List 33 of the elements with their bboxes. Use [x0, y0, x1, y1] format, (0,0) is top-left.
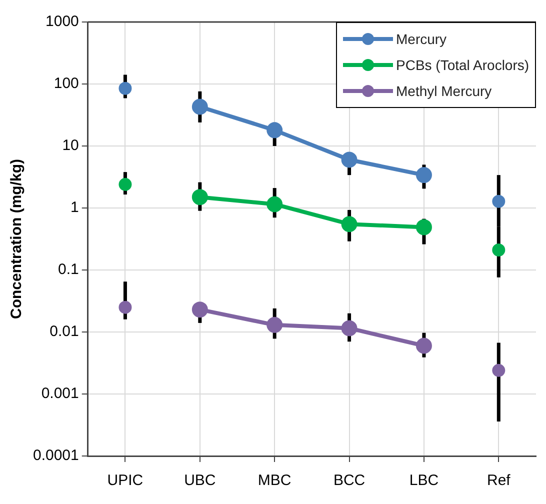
point — [192, 189, 208, 206]
point — [416, 219, 432, 236]
x-tick-label: BCC — [333, 472, 366, 490]
y-tick-label: 0.0001 — [32, 447, 79, 464]
y-tick-label: 10 — [62, 137, 79, 154]
y-tick-label: 0.01 — [50, 323, 79, 340]
point — [416, 338, 432, 354]
y-tick-label: 0.1 — [58, 261, 79, 278]
point — [341, 216, 358, 232]
x-tick-label: Ref — [486, 472, 512, 490]
y-axis-title: Concentration (mg/kg) — [8, 159, 26, 319]
point — [266, 316, 283, 333]
point — [192, 98, 208, 115]
x-tick-label: MBC — [258, 472, 292, 490]
point — [341, 320, 358, 336]
y-tick-label: 1000 — [46, 13, 79, 30]
x-tick-label: UBC — [184, 472, 216, 490]
x-tick-label: LBC — [409, 472, 439, 490]
x-tick-label: UPIC — [107, 472, 144, 490]
point — [341, 152, 358, 168]
point — [118, 300, 132, 314]
point — [266, 122, 283, 138]
point — [416, 167, 432, 184]
y-tick-label: 100 — [54, 75, 79, 92]
y-tick-label: 0.001 — [41, 385, 79, 402]
y-tick-label: 1 — [70, 199, 79, 216]
point — [118, 178, 132, 191]
legend-label: PCBs (Total Aroclors) — [396, 57, 530, 73]
point — [192, 302, 208, 318]
point — [266, 196, 283, 212]
legend-label: Mercury — [396, 31, 447, 47]
legend-label: Methyl Mercury — [396, 83, 492, 99]
point — [118, 82, 132, 95]
